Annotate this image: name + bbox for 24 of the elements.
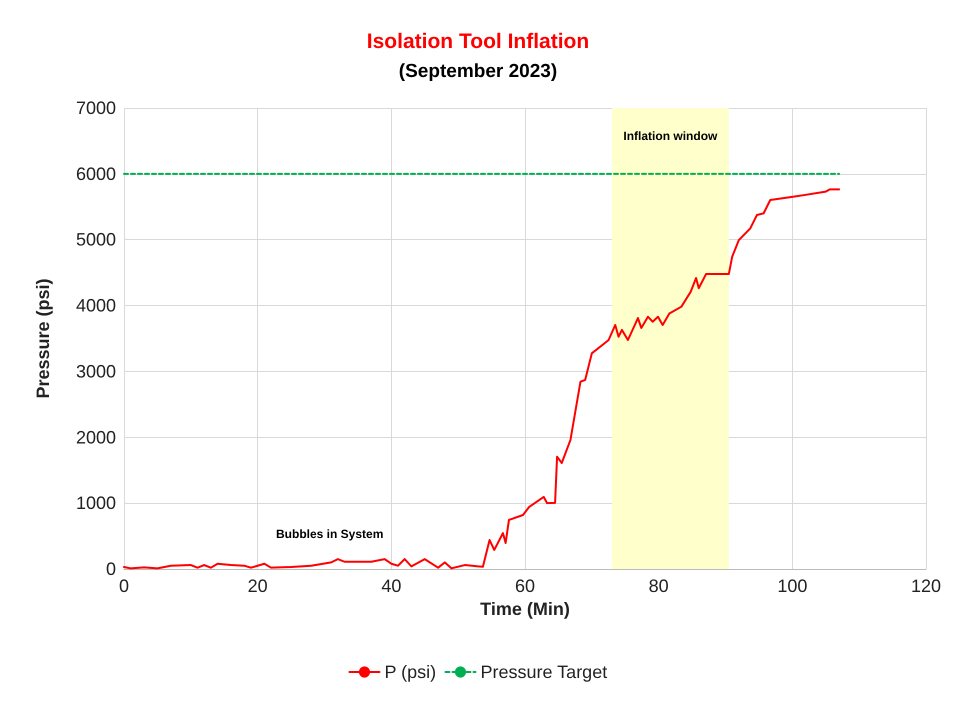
y-tick-label: 0 (106, 559, 116, 579)
y-tick-label: 3000 (76, 361, 116, 382)
x-tick-label: 120 (910, 576, 942, 596)
x-tick-label: 20 (248, 576, 268, 596)
x-tick-label: 60 (514, 576, 536, 596)
band-label: Inflation window (623, 129, 718, 143)
annotation: Bubbles in System (276, 527, 384, 541)
y-tick-label: 2000 (76, 427, 116, 448)
x-axis-title: Time (Min) (480, 598, 570, 619)
x-tick-label: 100 (777, 576, 808, 596)
x-tick-label: 0 (118, 576, 130, 596)
y-tick-label: 5000 (76, 230, 116, 250)
x-tick-label: 80 (648, 576, 669, 596)
chart-subtitle: (September 2023) (398, 61, 558, 82)
y-tick-label: 7000 (76, 98, 116, 118)
legend-label: P (psi) (384, 662, 436, 682)
y-tick-label: 6000 (76, 164, 116, 184)
y-tick-label: 1000 (76, 493, 116, 514)
legend-label: Pressure Target (480, 662, 608, 682)
chart-title: Isolation Tool Inflation (366, 30, 590, 53)
x-tick-label: 40 (381, 576, 402, 596)
line-series (123, 188, 840, 570)
y-tick-label: 4000 (76, 296, 116, 316)
y-axis-title: Pressure (psi) (33, 278, 53, 399)
